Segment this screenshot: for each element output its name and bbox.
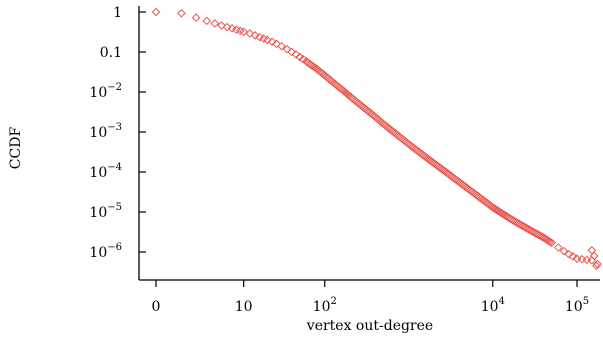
data-point	[547, 238, 556, 248]
data-point	[263, 35, 272, 45]
data-point	[202, 16, 212, 26]
y-tick-label: 10−2	[89, 82, 122, 101]
data-point	[217, 21, 226, 30]
data-point	[151, 7, 161, 17]
y-tick-label: 1	[113, 5, 122, 21]
data-point	[239, 27, 248, 37]
x-tick-label: 104	[481, 296, 505, 315]
y-tick-label: 10−3	[89, 122, 122, 141]
data-point	[589, 251, 599, 261]
y-tick-base: 0.1	[100, 45, 122, 61]
data-point	[564, 249, 574, 259]
y-tick-label: 10−5	[89, 202, 122, 221]
y-tick-base: 10	[89, 205, 107, 221]
x-tick-base: 0	[152, 299, 161, 315]
x-axis-title: vertex out-degree	[306, 318, 433, 334]
y-tick-base: 10	[89, 245, 107, 261]
y-tick-exponent: −6	[107, 242, 122, 253]
data-point	[374, 116, 384, 125]
y-tick-exponent: −2	[107, 82, 122, 93]
x-tick-exponent: 2	[330, 296, 336, 307]
x-tick-exponent: 5	[583, 296, 589, 307]
x-tick-label: 102	[313, 296, 337, 315]
y-ticks: 10.110−210−310−410−510−6	[89, 5, 146, 261]
data-point	[245, 29, 255, 38]
data-point	[282, 44, 292, 54]
data-point	[277, 41, 286, 51]
data-point	[210, 19, 220, 28]
data-point	[272, 39, 281, 49]
y-tick-base: 1	[113, 5, 122, 21]
data-point	[267, 37, 277, 47]
data-point	[255, 32, 264, 42]
x-tick-label: 10	[235, 299, 253, 315]
data-point	[554, 243, 563, 252]
data-point	[568, 252, 578, 261]
data-point	[250, 31, 260, 40]
y-tick-exponent: −3	[107, 122, 122, 133]
y-tick-base: 10	[89, 165, 107, 181]
x-tick-base: 10	[565, 299, 583, 315]
data-point	[191, 13, 201, 23]
x-tick-label: 105	[565, 296, 589, 315]
y-tick-exponent: −5	[107, 202, 122, 213]
plot-area: 10.110−210−310−410−510−6 0 10 102 104 105	[89, 5, 602, 315]
data-points	[151, 7, 602, 271]
y-tick-label: 10−6	[89, 242, 122, 261]
data-point	[227, 24, 237, 33]
y-axis-title: CCDF	[8, 127, 24, 170]
y-tick-label: 10−4	[89, 162, 122, 181]
y-tick-base: 10	[89, 125, 107, 141]
data-point	[559, 246, 569, 256]
data-point	[222, 22, 232, 32]
x-tick-label: 0	[152, 299, 161, 315]
y-tick-label: 0.1	[100, 45, 122, 61]
data-point	[177, 8, 186, 18]
x-tick-base: 10	[313, 299, 331, 315]
data-point	[235, 26, 245, 36]
x-tick-exponent: 4	[499, 296, 505, 307]
data-point	[373, 114, 383, 124]
data-point	[291, 50, 301, 59]
data-point	[376, 117, 385, 126]
data-point	[593, 259, 602, 269]
y-tick-exponent: −4	[107, 162, 122, 173]
data-point	[287, 47, 297, 57]
x-ticks: 0 10 102 104 105	[152, 280, 589, 315]
x-tick-base: 10	[235, 299, 253, 315]
x-tick-base: 10	[481, 299, 499, 315]
y-tick-base: 10	[89, 85, 107, 101]
